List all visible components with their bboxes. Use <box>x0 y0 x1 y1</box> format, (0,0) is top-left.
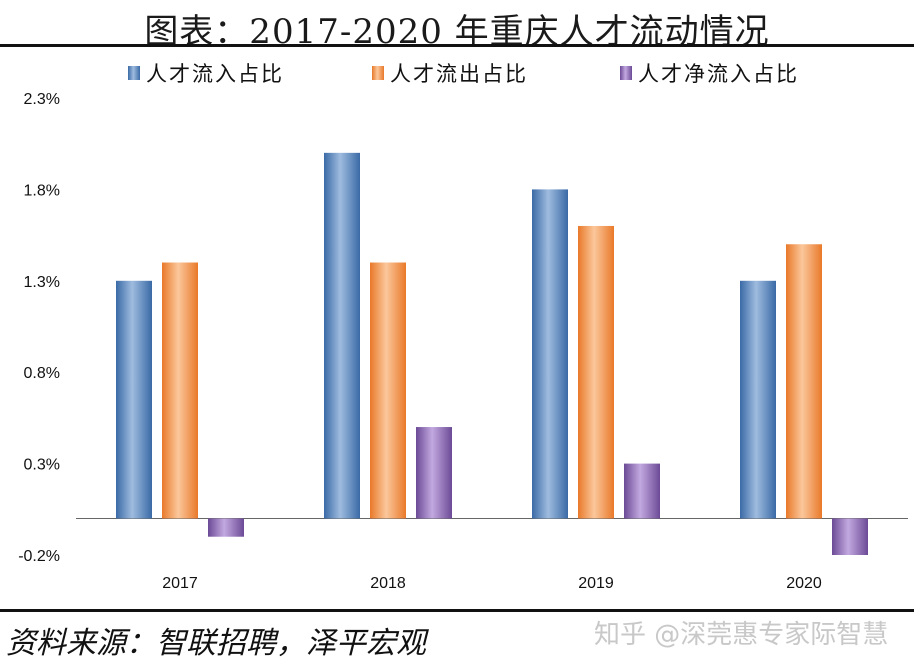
bar-chart: 人才流入占比 人才流出占比 人才净流入占比 2.3% 1.8% 1.3% 0.8… <box>18 62 908 592</box>
bar-inflow <box>116 280 152 519</box>
x-tick-label: 2020 <box>786 575 822 592</box>
x-tick-label: 2018 <box>370 575 406 592</box>
legend-label-net: 人才净流入占比 <box>638 62 799 86</box>
source-note: 资料来源：智联招聘，泽平宏观 <box>6 626 426 661</box>
bar-inflow <box>740 280 776 519</box>
bar-outflow <box>578 225 614 519</box>
y-tick-label: 0.8% <box>24 365 60 382</box>
legend-swatch-net <box>620 66 632 80</box>
y-tick-label: 1.8% <box>24 182 60 199</box>
x-axis: 2017 2018 2019 2020 <box>162 575 822 592</box>
bars-group <box>116 152 868 555</box>
bar-net <box>832 518 868 555</box>
bar-net <box>624 463 660 519</box>
x-tick-label: 2017 <box>162 575 198 592</box>
bar-outflow <box>370 262 406 519</box>
bar-outflow <box>162 262 198 519</box>
legend-swatch-inflow <box>128 66 140 80</box>
y-tick-label: 1.3% <box>24 274 60 291</box>
watermark: 知乎 @深莞惠专家际智慧 <box>594 620 889 650</box>
x-tick-label: 2019 <box>578 575 614 592</box>
legend-label-outflow: 人才流出占比 <box>390 62 528 86</box>
bar-outflow <box>786 244 822 519</box>
legend-label-inflow: 人才流入占比 <box>146 62 284 86</box>
title-divider <box>0 44 914 47</box>
y-axis: 2.3% 1.8% 1.3% 0.8% 0.3% -0.2% <box>18 91 60 565</box>
legend: 人才流入占比 人才流出占比 人才净流入占比 <box>128 62 799 86</box>
y-tick-label: -0.2% <box>18 548 60 565</box>
bar-net <box>208 518 244 537</box>
bar-inflow <box>532 189 568 519</box>
footer-divider <box>0 609 914 612</box>
bar-net <box>416 427 452 519</box>
bar-inflow <box>324 152 360 519</box>
y-tick-label: 2.3% <box>24 91 60 108</box>
legend-swatch-outflow <box>372 66 384 80</box>
y-tick-label: 0.3% <box>24 457 60 474</box>
